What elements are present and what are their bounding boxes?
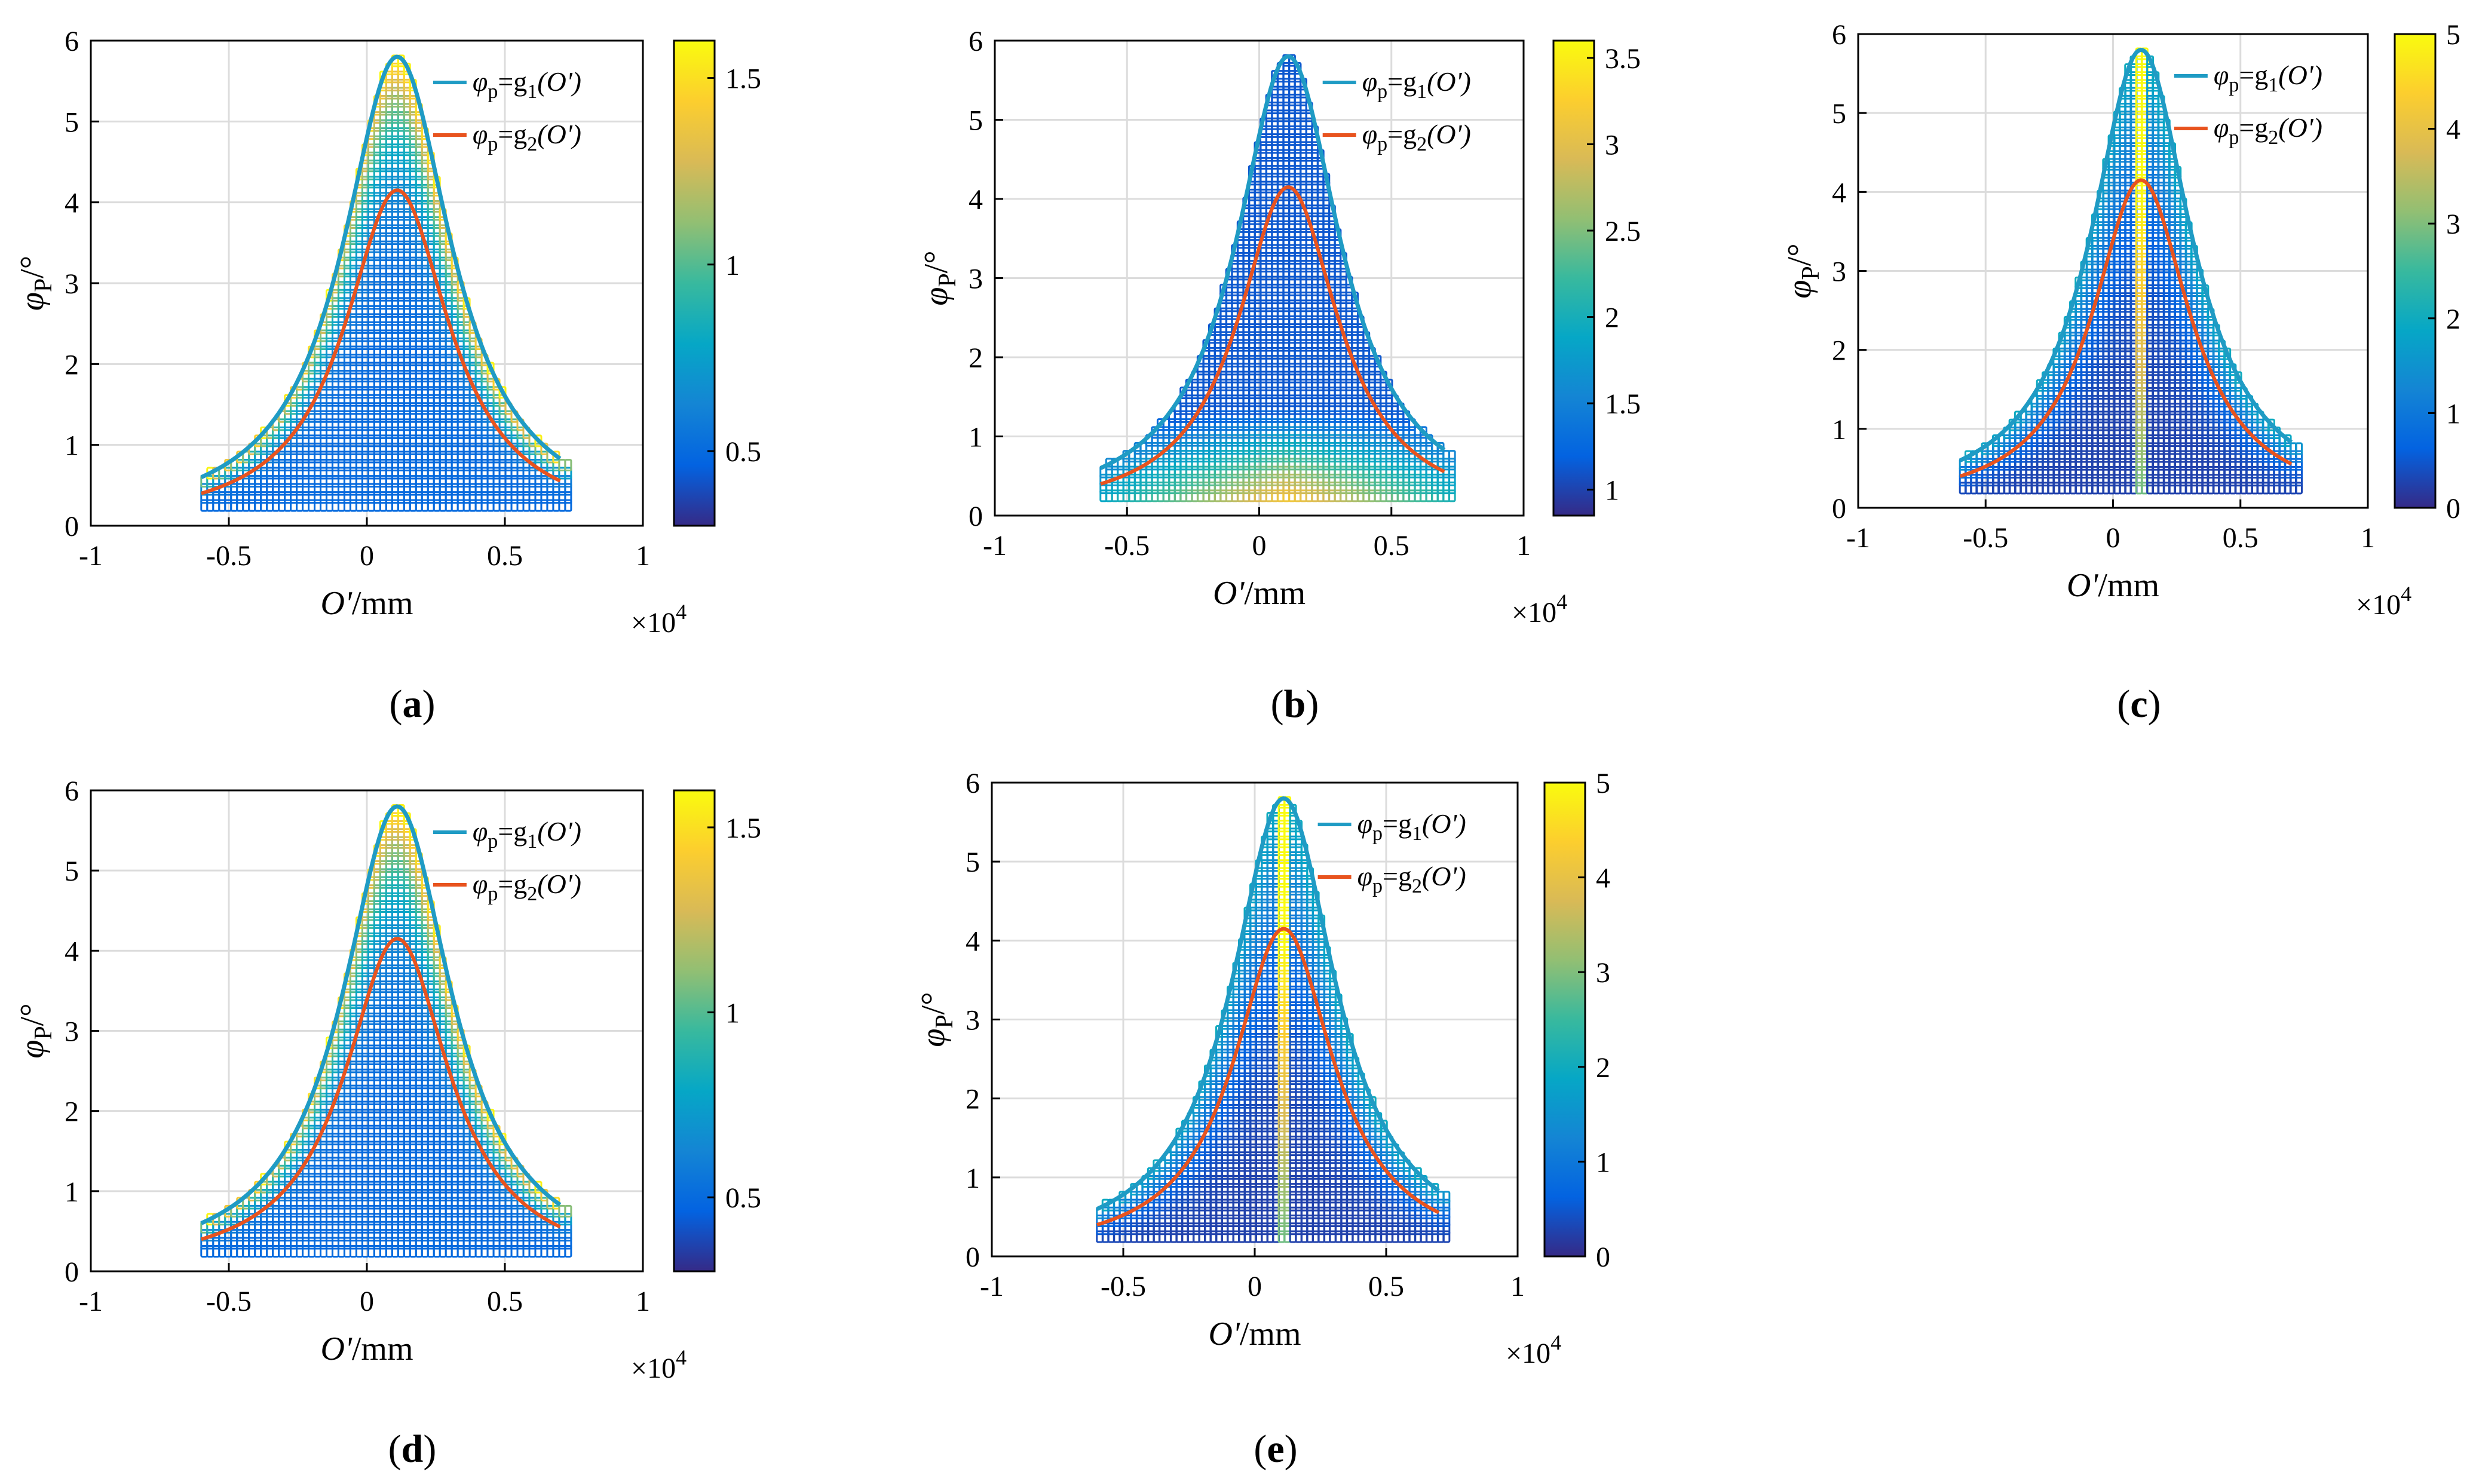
y-tick-label: 1 [65, 430, 79, 462]
mesh-marker [445, 249, 453, 262]
chart-panel-b: -1 -0.5 0 0.5 10123456O'/mm×104φP/°φp=g1(O')… [918, 26, 1641, 726]
colorbar-tick-label: 3.5 [1605, 43, 1641, 75]
x-tick-label: -1 [983, 530, 1007, 562]
y-tick-label: 2 [65, 349, 79, 381]
mesh-marker [415, 119, 423, 132]
colorbar-tick-label: 1.5 [725, 63, 761, 94]
chart-panel-c: -1 -0.5 0 0.5 10123456O'/mm×104φP/°φp=g1(O')… [1781, 19, 2460, 726]
x-tick-label: -1 [1846, 522, 1870, 554]
x-multiplier: ×104 [2356, 582, 2411, 621]
x-axis-label: O'/mm [320, 585, 413, 622]
y-tick-label: 2 [1832, 335, 1846, 367]
x-tick-label: -0.5 [206, 540, 252, 572]
mesh-marker [564, 499, 572, 512]
y-tick-label: 0 [65, 511, 79, 542]
y-tick-label: 6 [65, 26, 79, 57]
x-tick-label: 0 [360, 540, 374, 572]
colorbar-tick-label: 1.5 [1605, 388, 1641, 420]
x-tick-label: 0.5 [487, 540, 523, 572]
x-tick-label: -0.5 [1104, 530, 1150, 562]
y-tick-label: 0 [1832, 493, 1846, 525]
colorbar-tick-label: 0.5 [725, 436, 761, 468]
y-tick-label: 3 [1832, 256, 1846, 288]
colorbar-tick-label: 1 [1605, 475, 1619, 507]
colorbar-tick-label: 2.5 [1605, 216, 1641, 247]
y-tick-label: 5 [1832, 98, 1846, 130]
x-tick-label: 1 [636, 540, 650, 572]
x-tick-label: 0 [2106, 522, 2120, 554]
legend-label-1: φp=g1(O') [473, 66, 581, 103]
mesh-marker [564, 475, 572, 488]
y-tick-label: 3 [65, 268, 79, 300]
panel-label-c: (c) [2117, 682, 2161, 726]
mesh-marker [474, 345, 483, 358]
y-tick-label: 5 [969, 105, 983, 137]
x-tick-label: 1 [2361, 522, 2375, 554]
colorbar-tick-label: 2 [2446, 303, 2460, 335]
series-line-2 [200, 188, 561, 495]
y-tick-label: 1 [969, 422, 983, 453]
x-tick-label: 0.5 [2223, 522, 2259, 554]
mesh-marker [564, 491, 572, 504]
colorbar-tick-label: 1 [725, 250, 740, 281]
mesh-marker [439, 224, 447, 237]
colorbar-tick-label: 4 [2446, 114, 2460, 146]
x-tick-label: 0 [1252, 530, 1267, 562]
colorbar [1552, 39, 1595, 517]
y-axis-label: φP/° [14, 256, 57, 311]
panel-label-b: (b) [1271, 682, 1319, 726]
colorbar-tick-label: 2 [1605, 302, 1619, 334]
chart-panel-d: -1 -0.5 0 0.5 10123456O'/mm×104φP/°φp=g1(O')… [14, 775, 761, 1471]
mesh-marker [564, 467, 572, 480]
x-multiplier: ×104 [631, 600, 687, 639]
colorbar-tick-label: 0 [2446, 493, 2460, 525]
y-tick-label: 4 [65, 188, 79, 219]
y-tick-label: 1 [1832, 414, 1846, 446]
x-axis-label: O'/mm [2067, 567, 2159, 604]
colorbar-tick-label: 5 [2446, 19, 2460, 51]
y-tick-label: 0 [969, 501, 983, 532]
mesh-marker [421, 143, 429, 157]
y-tick-label: 5 [65, 106, 79, 138]
mesh-marker [409, 95, 417, 108]
mesh-marker [451, 272, 459, 286]
y-tick-label: 2 [969, 342, 983, 374]
y-axis-label: φP/° [918, 250, 961, 305]
chart-panel-a: -1 -0.5 0 0.5 1 0 1 2 3 4 5 6 O'/mm ×104 φP/° φp=g1(O')… [14, 26, 761, 726]
mesh-marker [498, 386, 507, 399]
colorbar-tick-label: 3 [2446, 209, 2460, 240]
x-tick-label: 0.5 [1374, 530, 1409, 562]
mesh-marker [433, 200, 441, 213]
x-tick-label: -1 [79, 540, 103, 572]
mesh-marker [462, 313, 471, 326]
panel-label-a: (a) [390, 682, 436, 726]
colorbar [2394, 33, 2437, 509]
mesh-marker [468, 329, 477, 342]
mesh-marker [564, 483, 572, 496]
legend-label-2: φp=g2(O') [473, 119, 581, 155]
y-tick-label: 4 [1832, 177, 1846, 209]
y-tick-label: 6 [1832, 19, 1846, 51]
y-tick-label: 6 [969, 26, 983, 57]
series-line-1 [200, 54, 562, 480]
colorbar-tick-label: 1 [2446, 398, 2460, 430]
x-tick-label: -0.5 [1963, 522, 2008, 554]
y-tick-label: 4 [969, 184, 983, 216]
y-axis-label: φP/° [1781, 243, 1825, 298]
colorbar [673, 39, 716, 527]
mesh-marker [564, 459, 572, 471]
y-tick-label: 3 [969, 263, 983, 295]
x-tick-label: 1 [1516, 530, 1531, 562]
x-multiplier: ×104 [1512, 590, 1567, 628]
x-axis-label: O'/mm [1213, 575, 1306, 612]
colorbar-tick-label: 3 [1605, 129, 1619, 161]
